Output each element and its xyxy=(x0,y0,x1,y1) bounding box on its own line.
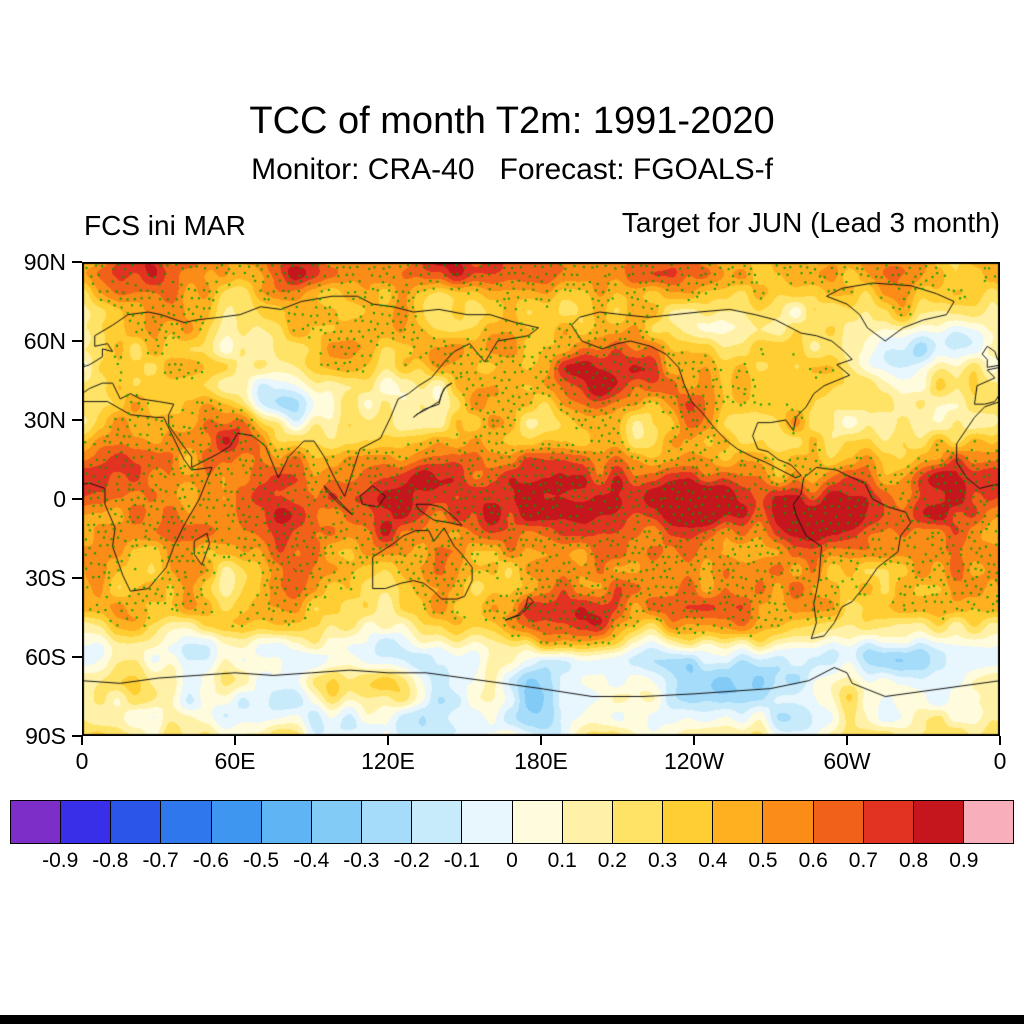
colorbar-tick-label: 0.4 xyxy=(698,849,728,872)
y-tick-mark xyxy=(72,340,82,342)
page-title: TCC of month T2m: 1991-2020 xyxy=(249,100,775,142)
colorbar-cell xyxy=(963,801,1014,843)
colorbar-cell xyxy=(562,801,613,843)
y-tick-mark xyxy=(72,577,82,579)
colorbar-tick-label: -0.5 xyxy=(242,849,280,872)
bottom-bar xyxy=(0,1015,1024,1024)
x-tick-mark xyxy=(846,736,848,745)
y-tick-mark xyxy=(72,261,82,263)
y-tick-label: 90S xyxy=(25,723,66,749)
forecast-init-label: FCS ini MAR xyxy=(84,210,246,241)
colorbar-cell xyxy=(913,801,964,843)
colorbar-cell xyxy=(161,801,212,843)
colorbar-cell xyxy=(612,801,664,843)
map-plot-area xyxy=(82,262,1000,736)
x-tick-label: 180E xyxy=(514,748,568,774)
colorbar-tick-label: 0.5 xyxy=(748,849,778,872)
y-tick-label: 0 xyxy=(53,486,66,512)
page-subtitle: Monitor: CRA-40 Forecast: FGOALS-f xyxy=(251,153,773,186)
x-tick-mark xyxy=(234,736,236,745)
y-tick-label: 60N xyxy=(23,328,66,354)
colorbar-tick-label: -0.8 xyxy=(92,849,129,872)
colorbar-tick-label: -0.7 xyxy=(142,849,179,872)
forecast-target-label: Target for JUN (Lead 3 month) xyxy=(621,207,1000,238)
x-tick-label: 60E xyxy=(214,748,256,774)
colorbar-cell xyxy=(311,801,363,843)
x-tick-mark xyxy=(387,736,389,745)
colorbar-tick-label: -0.2 xyxy=(393,849,430,872)
colorbar-cell xyxy=(863,801,914,843)
colorbar-tick-label: 0.7 xyxy=(848,849,878,872)
x-tick-label: 120W xyxy=(663,748,725,774)
colorbar-tick-label: -0.3 xyxy=(343,849,380,872)
colorbar-tick-labels: -0.9 -0.8 -0.7 -0.6 -0.5 -0.4 -0.3 -0.2 -0.1 0 0.1… xyxy=(10,849,1014,875)
x-tick-mark xyxy=(540,736,542,745)
y-tick-label: 90N xyxy=(23,249,66,275)
y-tick-label: 30S xyxy=(25,565,66,591)
colorbar-cell xyxy=(512,801,563,843)
x-tick-label: 60W xyxy=(823,748,871,774)
colorbar-tick-label: 0.3 xyxy=(647,849,678,872)
colorbar-tick-label: 0 xyxy=(506,849,518,872)
x-tick-label: 0 xyxy=(993,748,1007,774)
colorbar-tick-label: 0.2 xyxy=(597,849,627,872)
colorbar-cell xyxy=(412,801,463,843)
colorbar-tick-label: -0.1 xyxy=(443,849,480,872)
colorbar-tick-label: 0.6 xyxy=(798,849,828,872)
colorbar-cell xyxy=(261,801,312,843)
colorbar xyxy=(10,800,1014,844)
y-tick-mark xyxy=(72,656,82,658)
colorbar-tick-label: -0.6 xyxy=(192,849,229,872)
colorbar-tick-label: -0.4 xyxy=(293,849,330,872)
colorbar-cell xyxy=(763,801,814,843)
colorbar-cell xyxy=(211,801,262,843)
colorbar-cell xyxy=(813,801,864,843)
colorbar-tick-label: 0.8 xyxy=(898,849,929,872)
colorbar-cell xyxy=(61,801,112,843)
tcc-correlation-map xyxy=(82,262,1000,736)
colorbar-tick-label: 0.1 xyxy=(547,849,577,872)
x-tick-label: 0 xyxy=(75,748,89,774)
colorbar-tick-label: 0.9 xyxy=(949,849,979,872)
colorbar-cell xyxy=(11,801,62,843)
x-tick-mark xyxy=(81,736,83,745)
x-tick-mark xyxy=(999,736,1001,745)
x-tick-mark xyxy=(693,736,695,745)
y-tick-mark xyxy=(72,498,82,500)
y-tick-mark xyxy=(72,735,82,737)
y-tick-label: 60S xyxy=(25,644,66,670)
colorbar-cell xyxy=(663,801,714,843)
colorbar-tick-label: -0.9 xyxy=(42,849,79,872)
colorbar-cell xyxy=(362,801,413,843)
colorbar-cell xyxy=(111,801,162,843)
y-tick-label: 30N xyxy=(23,407,66,433)
x-tick-label: 120E xyxy=(361,748,415,774)
y-tick-mark xyxy=(72,419,82,421)
colorbar-cell xyxy=(462,801,513,843)
colorbar-cell xyxy=(713,801,764,843)
